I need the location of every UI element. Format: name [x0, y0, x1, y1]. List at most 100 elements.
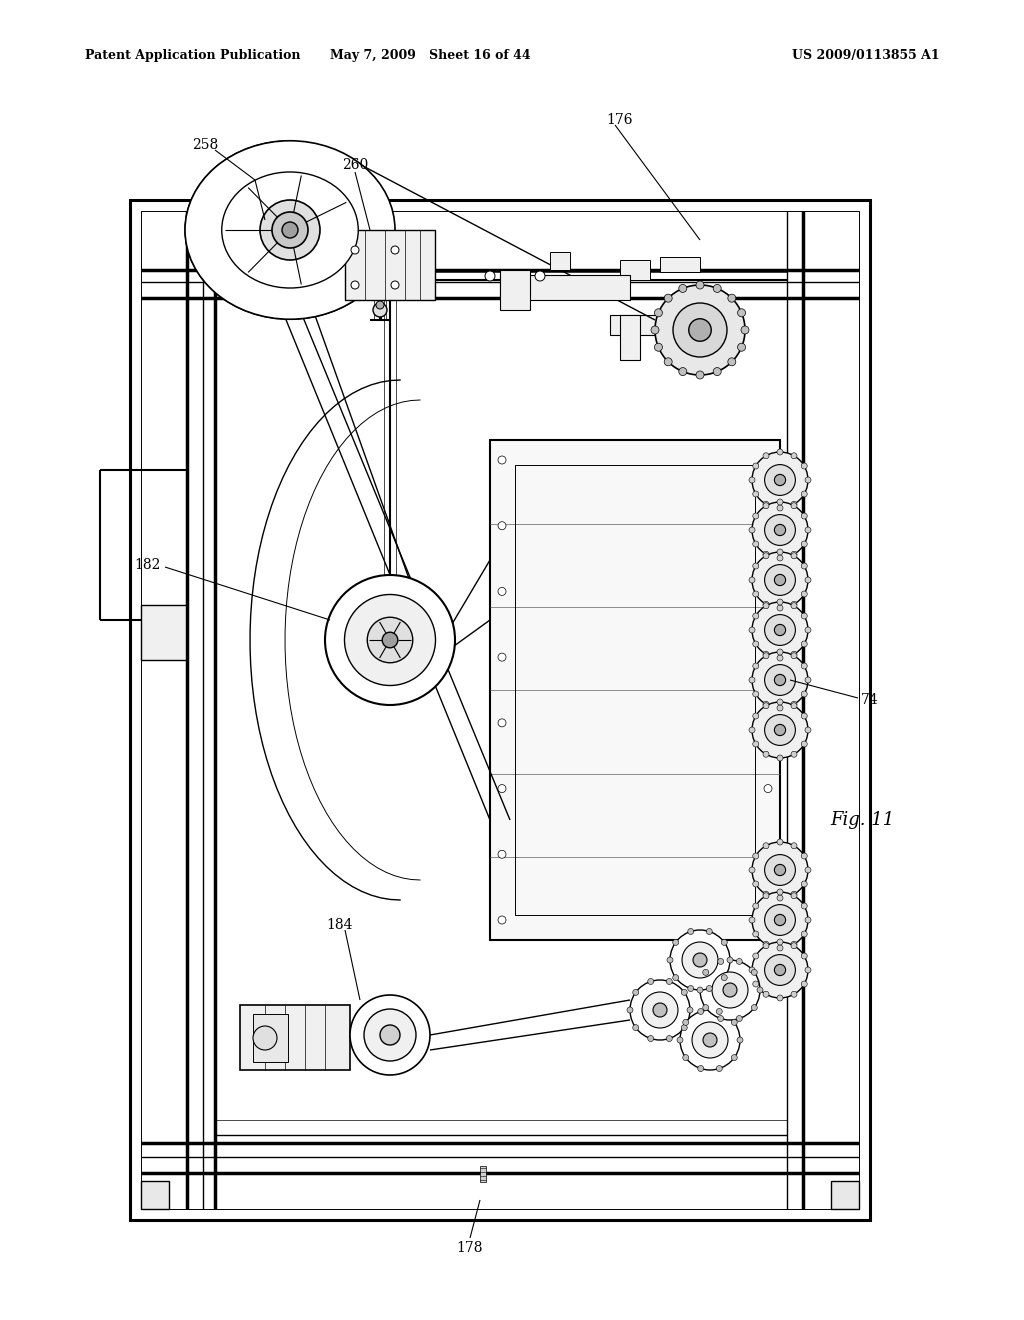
- Bar: [345, 230, 435, 300]
- Circle shape: [805, 968, 811, 973]
- Circle shape: [801, 491, 807, 498]
- Circle shape: [667, 1035, 673, 1041]
- Circle shape: [791, 892, 797, 899]
- Circle shape: [753, 931, 759, 937]
- Circle shape: [627, 1007, 633, 1012]
- Circle shape: [752, 969, 758, 975]
- Circle shape: [728, 358, 736, 366]
- Circle shape: [696, 371, 705, 379]
- Bar: [253, 1014, 288, 1063]
- Circle shape: [707, 986, 713, 991]
- Circle shape: [716, 1008, 722, 1015]
- Circle shape: [801, 564, 807, 569]
- Bar: [610, 315, 670, 335]
- Circle shape: [753, 491, 759, 498]
- Circle shape: [673, 940, 679, 945]
- Circle shape: [673, 304, 727, 356]
- Circle shape: [667, 957, 673, 964]
- Circle shape: [791, 553, 797, 558]
- Circle shape: [791, 991, 797, 997]
- Bar: [515, 465, 755, 915]
- Text: 178: 178: [457, 1241, 483, 1255]
- Circle shape: [696, 281, 705, 289]
- Circle shape: [805, 917, 811, 923]
- Circle shape: [498, 784, 506, 792]
- Circle shape: [805, 477, 811, 483]
- Circle shape: [633, 1024, 639, 1031]
- Circle shape: [764, 916, 772, 924]
- Circle shape: [805, 867, 811, 873]
- Circle shape: [351, 246, 359, 253]
- Circle shape: [752, 602, 808, 657]
- Circle shape: [651, 326, 659, 334]
- Circle shape: [801, 713, 807, 719]
- Bar: [500, 271, 530, 310]
- Circle shape: [765, 465, 796, 495]
- Circle shape: [681, 1024, 687, 1031]
- Circle shape: [764, 784, 772, 792]
- Circle shape: [777, 554, 783, 561]
- Circle shape: [673, 974, 679, 981]
- Bar: [670, 319, 725, 355]
- Circle shape: [764, 455, 772, 465]
- Circle shape: [498, 521, 506, 529]
- Circle shape: [763, 601, 769, 607]
- Circle shape: [801, 880, 807, 887]
- Circle shape: [791, 502, 797, 507]
- Circle shape: [764, 719, 772, 727]
- Circle shape: [763, 941, 769, 948]
- Circle shape: [753, 513, 759, 519]
- Circle shape: [721, 940, 727, 945]
- Circle shape: [763, 553, 769, 558]
- Circle shape: [716, 1065, 722, 1072]
- Circle shape: [749, 527, 755, 533]
- Circle shape: [753, 541, 759, 546]
- Circle shape: [777, 895, 783, 902]
- Circle shape: [753, 612, 759, 619]
- Circle shape: [373, 304, 387, 317]
- Circle shape: [765, 664, 796, 696]
- Circle shape: [692, 1022, 728, 1059]
- Circle shape: [763, 702, 769, 709]
- Circle shape: [753, 741, 759, 747]
- Text: 182: 182: [135, 558, 161, 572]
- Bar: [141, 1181, 169, 1209]
- Circle shape: [737, 309, 745, 317]
- Circle shape: [774, 474, 785, 486]
- Bar: [141, 605, 186, 660]
- Circle shape: [682, 942, 718, 978]
- Circle shape: [683, 1019, 689, 1026]
- Circle shape: [752, 842, 808, 898]
- Circle shape: [801, 853, 807, 859]
- Circle shape: [774, 965, 785, 975]
- Circle shape: [791, 601, 797, 607]
- Circle shape: [801, 931, 807, 937]
- Circle shape: [697, 1065, 703, 1072]
- Circle shape: [763, 552, 769, 557]
- Circle shape: [260, 201, 319, 260]
- Circle shape: [350, 995, 430, 1074]
- Circle shape: [765, 854, 796, 886]
- Circle shape: [753, 713, 759, 719]
- Circle shape: [749, 968, 755, 973]
- Circle shape: [777, 449, 783, 455]
- Circle shape: [805, 627, 811, 634]
- Circle shape: [801, 663, 807, 669]
- Bar: [500, 275, 630, 300]
- Circle shape: [382, 632, 397, 648]
- Circle shape: [753, 981, 759, 987]
- Text: Patent Application Publication: Patent Application Publication: [85, 49, 300, 62]
- Circle shape: [791, 653, 797, 659]
- Circle shape: [763, 751, 769, 758]
- Circle shape: [763, 651, 769, 657]
- Circle shape: [752, 652, 808, 708]
- Circle shape: [648, 978, 653, 985]
- Circle shape: [774, 574, 785, 586]
- Bar: [620, 260, 650, 280]
- Circle shape: [741, 326, 749, 334]
- Circle shape: [749, 917, 755, 923]
- Circle shape: [774, 915, 785, 925]
- Circle shape: [707, 928, 713, 935]
- Circle shape: [765, 954, 796, 986]
- Circle shape: [801, 642, 807, 647]
